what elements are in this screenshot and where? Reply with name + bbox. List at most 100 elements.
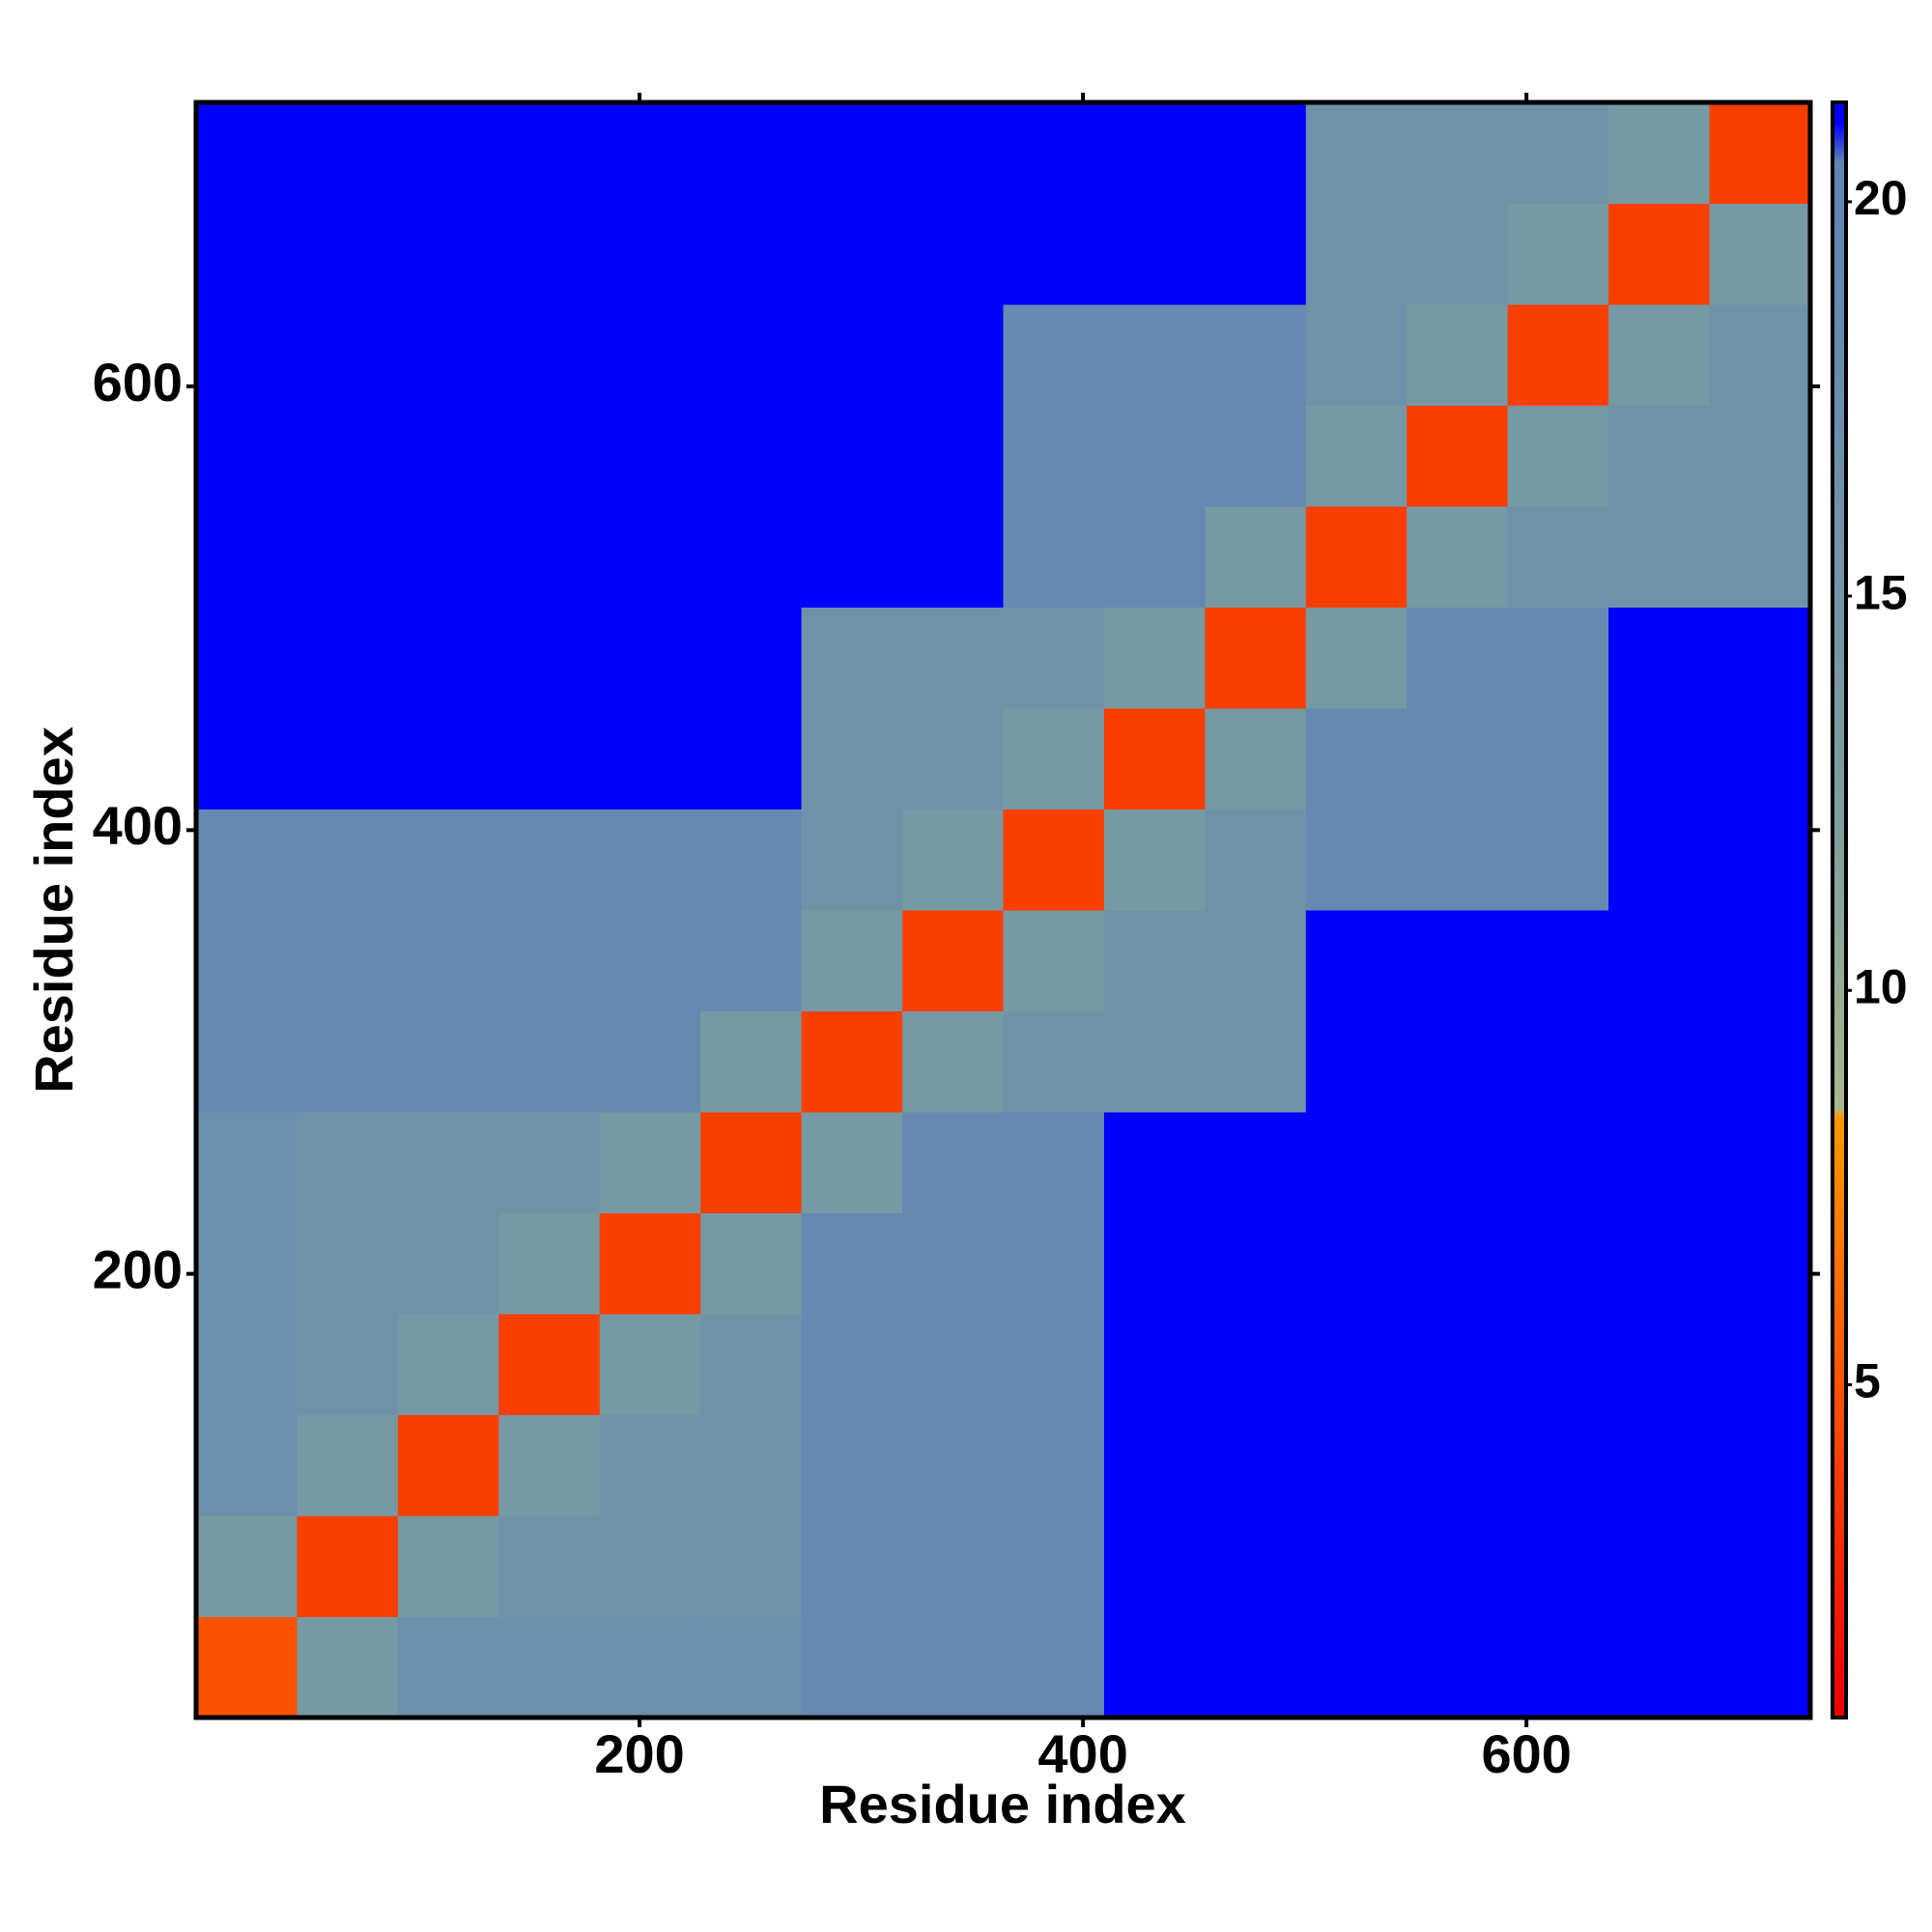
heatmap-cell — [1608, 809, 1711, 911]
heatmap-cell — [196, 607, 298, 709]
heatmap-cell — [1103, 304, 1206, 406]
heatmap-cell — [1507, 1616, 1609, 1719]
heatmap-cell — [1205, 304, 1307, 406]
heatmap-cell — [1205, 1516, 1307, 1617]
heatmap-cell — [1608, 910, 1711, 1011]
heatmap-cell — [1608, 1112, 1711, 1213]
heatmap-cell — [1003, 910, 1105, 1011]
heatmap-cell — [801, 1010, 903, 1113]
heatmap-cell — [1406, 1616, 1509, 1719]
heatmap-cell — [196, 1010, 298, 1113]
heatmap-cell — [1305, 910, 1407, 1011]
heatmap-cell — [1305, 506, 1407, 608]
heatmap-cell — [599, 1212, 701, 1315]
heatmap-cell — [1507, 607, 1609, 709]
heatmap-cell — [196, 708, 298, 810]
heatmap-cell — [1608, 1212, 1711, 1315]
heatmap-cell — [1003, 405, 1105, 507]
heatmap-cell — [1103, 1010, 1206, 1113]
heatmap-cell — [902, 1414, 1004, 1517]
heatmap-cell — [1608, 304, 1711, 406]
heatmap-cell — [1305, 607, 1407, 709]
heatmap-cell — [498, 405, 601, 507]
heatmap-cell — [902, 1010, 1004, 1113]
heatmap-cell — [1003, 304, 1105, 406]
heatmap-cell — [1406, 910, 1509, 1011]
heatmap-cell — [801, 1516, 903, 1617]
heatmap-cell — [1305, 809, 1407, 911]
heatmap-cell — [397, 405, 499, 507]
heatmap-cell — [1507, 203, 1609, 305]
heatmap-cell — [801, 304, 903, 406]
heatmap-cell — [297, 1212, 399, 1315]
heatmap-cell — [1406, 203, 1509, 305]
heatmap-cell — [196, 1616, 298, 1719]
colorbar-tick-label: 20 — [1854, 171, 1908, 225]
heatmap-cell — [599, 708, 701, 810]
heatmap-cell — [700, 1112, 803, 1213]
colorbar-tick-label: 10 — [1854, 959, 1908, 1013]
heatmap-cell — [1103, 102, 1206, 204]
heatmap-cell — [1003, 506, 1105, 608]
heatmap-cell — [297, 809, 399, 911]
heatmap-cell — [1608, 203, 1711, 305]
heatmap-cell — [902, 405, 1004, 507]
heatmap-cell — [700, 1010, 803, 1113]
heatmap-cell — [700, 506, 803, 608]
heatmap-cell — [1003, 1314, 1105, 1415]
heatmap-cell — [801, 405, 903, 507]
colorbar-tick-label: 5 — [1854, 1354, 1881, 1408]
heatmap-cell — [1507, 1516, 1609, 1617]
y-tick-label: 600 — [93, 352, 183, 412]
heatmap-cell — [902, 910, 1004, 1011]
heatmap-cell — [1608, 708, 1711, 810]
heatmap-cell — [1305, 1314, 1407, 1415]
heatmap-cell — [297, 405, 399, 507]
heatmap-cell — [902, 708, 1004, 810]
heatmap-cell — [1709, 1212, 1811, 1315]
heatmap-cell — [297, 102, 399, 204]
heatmap-cell — [498, 506, 601, 608]
x-tick-label: 600 — [1481, 1723, 1571, 1784]
heatmap-cell — [1709, 809, 1811, 911]
heatmap-cell — [1205, 910, 1307, 1011]
heatmap-cell — [801, 607, 903, 709]
heatmap-cell — [1305, 1616, 1407, 1719]
heatmap-cell — [1406, 1112, 1509, 1213]
heatmap-cell — [700, 102, 803, 204]
heatmap-cell — [902, 1212, 1004, 1315]
heatmap-cell — [902, 203, 1004, 305]
heatmap-cell — [1507, 1414, 1609, 1517]
heatmap-cell — [1003, 708, 1105, 810]
heatmap-cell — [1305, 405, 1407, 507]
heatmap-cell — [498, 1314, 601, 1415]
heatmap-cell — [1003, 1516, 1105, 1617]
heatmap-cell — [1709, 1112, 1811, 1213]
heatmap-cell — [1305, 1010, 1407, 1113]
heatmap-cell — [196, 405, 298, 507]
heatmap-cell — [1608, 1616, 1711, 1719]
heatmap-cell — [902, 1616, 1004, 1719]
heatmap-cell — [599, 405, 701, 507]
heatmap-cell — [599, 102, 701, 204]
heatmap-cell — [1406, 304, 1509, 406]
heatmap-cell — [1305, 102, 1407, 204]
heatmap-cell — [1709, 506, 1811, 608]
heatmap-cell — [397, 506, 499, 608]
heatmap-cell — [397, 1112, 499, 1213]
colorbar — [1831, 100, 1848, 1719]
heatmap-cell — [196, 910, 298, 1011]
heatmap-cell — [1305, 1112, 1407, 1213]
heatmap-cell — [297, 1010, 399, 1113]
heatmap-cell — [700, 708, 803, 810]
heatmap-cell — [801, 1414, 903, 1517]
heatmap-cell — [397, 607, 499, 709]
heatmap-cell — [1003, 1010, 1105, 1113]
heatmap-cell — [1709, 708, 1811, 810]
colorbar-tick-label: 15 — [1854, 565, 1908, 619]
heatmap-cell — [1205, 405, 1307, 507]
heatmap-cell — [599, 809, 701, 911]
heatmap-cell — [397, 203, 499, 305]
heatmap-cell — [1709, 1616, 1811, 1719]
heatmap-cell — [1507, 708, 1609, 810]
